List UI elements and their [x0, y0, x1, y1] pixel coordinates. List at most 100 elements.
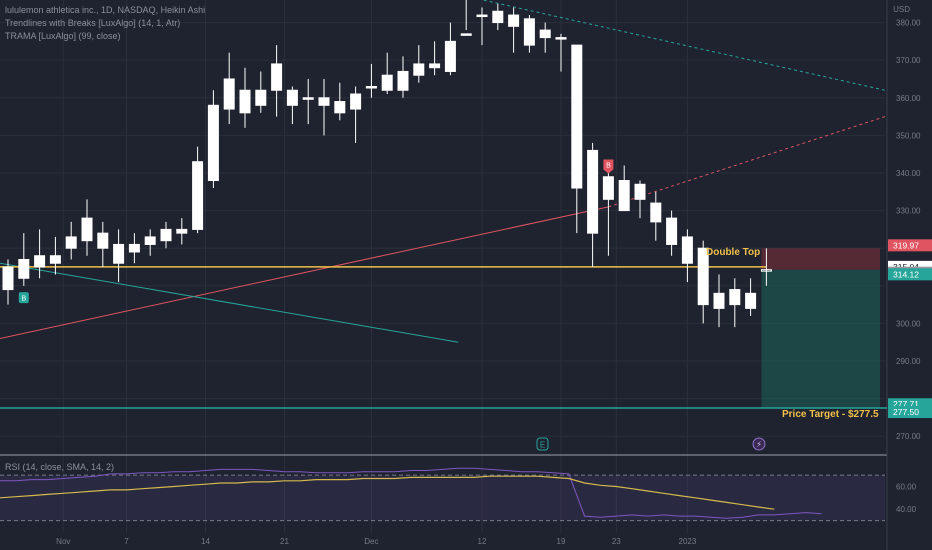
- currency-label: USD: [893, 5, 910, 14]
- candle-body: [65, 236, 77, 249]
- candle-body: [350, 93, 362, 110]
- candle-body: [697, 247, 709, 306]
- candle-body: [539, 29, 551, 39]
- candle-body: [318, 97, 330, 106]
- candle-body: [286, 89, 298, 106]
- earnings-icon-label: E: [540, 441, 545, 450]
- candle-body: [713, 292, 725, 309]
- price-tick-label: 340.00: [896, 169, 921, 178]
- candle-body: [255, 89, 267, 106]
- candle-body: [207, 104, 219, 182]
- candle-body: [460, 33, 472, 36]
- time-tick-label: 19: [557, 537, 566, 546]
- time-axis[interactable]: Nov 7 14 21 Dec 12 19 23 2023: [56, 537, 697, 546]
- grid-lines: [0, 0, 888, 550]
- price-label-text: 277.71: [893, 399, 919, 409]
- signal-markers: BB: [18, 159, 614, 304]
- candles: [2, 0, 772, 328]
- candle-body: [97, 232, 109, 249]
- candle-body: [618, 180, 630, 212]
- time-tick-label: 12: [478, 537, 487, 546]
- earnings-icon: [536, 437, 549, 451]
- candle-body: [18, 258, 30, 279]
- time-tick-label: Dec: [364, 537, 378, 546]
- rsi-legend[interactable]: RSI (14, close, SMA, 14, 2): [5, 462, 115, 472]
- dividend-icon-label: ⚡: [756, 440, 762, 449]
- candle-body: [666, 217, 678, 245]
- price-tick-label: 370.00: [896, 56, 921, 65]
- trama-indicator-legend[interactable]: TRAMA [LuxAlgo] (99, close): [5, 31, 121, 41]
- price-tick-label: 380.00: [896, 19, 921, 28]
- candle-body: [555, 37, 567, 40]
- rsi-ma-line: [0, 475, 775, 510]
- candle-body: [81, 217, 93, 242]
- time-tick-label: 21: [280, 537, 289, 546]
- candle-body: [492, 10, 504, 24]
- price-tick-label: 360.00: [896, 94, 921, 103]
- candle-body: [760, 269, 772, 272]
- stop-loss-zone: [761, 248, 880, 270]
- price-label-box: [888, 268, 932, 281]
- candle-body: [476, 14, 488, 18]
- candle-body: [681, 236, 693, 264]
- dividend-icon: [752, 437, 766, 451]
- candle-body: [397, 70, 409, 91]
- rsi-line: [0, 467, 822, 519]
- time-tick-label: 14: [201, 537, 210, 546]
- sell-signal-marker: [603, 159, 614, 174]
- price-label-text: 319.97: [893, 240, 919, 250]
- price-tick-label: 350.00: [896, 131, 921, 140]
- take-profit-zone: [761, 269, 880, 409]
- candle-body: [634, 183, 646, 200]
- rsi-tick-label: 40.00: [896, 505, 917, 514]
- candle-body: [602, 176, 614, 200]
- rsi-band: [0, 475, 885, 521]
- event-icons[interactable]: E ⚡: [536, 437, 766, 451]
- resistance-trendline: [0, 262, 459, 343]
- time-tick-label: 2023: [679, 537, 697, 546]
- candle-body: [223, 78, 235, 110]
- candle-body: [34, 255, 46, 268]
- candle-body: [365, 85, 377, 89]
- candle-body: [508, 14, 520, 27]
- price-tick-label: 300.00: [896, 319, 921, 328]
- candle-body: [239, 89, 251, 114]
- candle-body: [413, 63, 425, 76]
- candle-body: [160, 228, 172, 242]
- candle-body: [334, 101, 346, 114]
- candle-body: [381, 74, 393, 91]
- candle-body: [2, 266, 14, 291]
- price-label-box: [888, 239, 932, 252]
- candle-body: [523, 18, 535, 46]
- candle-body: [571, 44, 583, 189]
- candle-body: [271, 63, 283, 91]
- candle-body: [176, 228, 188, 234]
- price-axis[interactable]: 380.00 370.00 360.00 350.00 340.00 330.00 300.…: [896, 19, 921, 515]
- candle-body: [429, 63, 441, 69]
- candle-body: [745, 292, 757, 309]
- buy-signal-label: B: [21, 296, 26, 303]
- rsi-pane: [0, 467, 885, 522]
- price-tick-label: 330.00: [896, 207, 921, 216]
- candle-body: [144, 236, 156, 245]
- price-label-text: 314.12: [893, 269, 919, 279]
- candle-body: [302, 97, 314, 100]
- support-trendline: [0, 206, 609, 339]
- trendlines: [0, 0, 886, 343]
- candle-body: [650, 202, 662, 223]
- price-label-box: [888, 406, 932, 419]
- buy-signal-marker: [18, 292, 29, 304]
- rsi-tick-label: 60.00: [896, 482, 917, 491]
- candle-body: [444, 40, 456, 72]
- symbol-legend[interactable]: lululemon athletica inc., 1D, NASDAQ, He…: [5, 5, 206, 15]
- support-trendline-dashed: [608, 116, 886, 208]
- double-top-annotation: Double Top: [706, 247, 761, 258]
- time-tick-label: 23: [612, 537, 621, 546]
- candle-body: [128, 243, 140, 253]
- candle-body: [49, 255, 61, 264]
- trendlines-indicator-legend[interactable]: Trendlines with Breaks [LuxAlgo] (14, 1,…: [5, 18, 181, 28]
- time-tick-label: Nov: [56, 537, 70, 546]
- time-tick-label: 7: [124, 537, 129, 546]
